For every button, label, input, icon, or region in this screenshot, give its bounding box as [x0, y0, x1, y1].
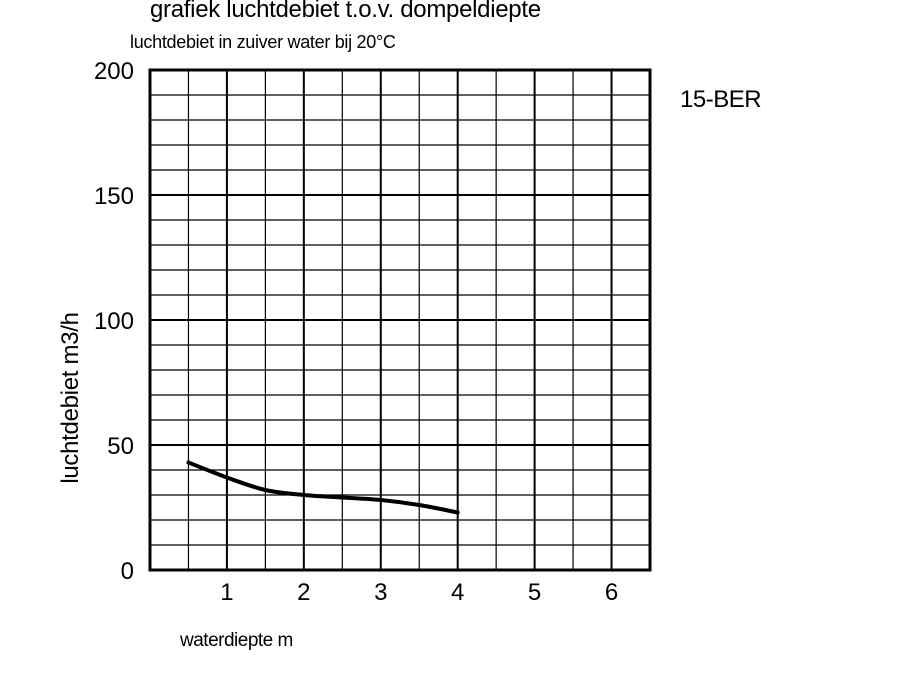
- x-tick-label: 6: [605, 579, 618, 606]
- x-axis-label: waterdiepte m: [180, 630, 293, 651]
- model-label: 15-BER: [680, 86, 762, 113]
- chart-subtitle: luchtdebiet in zuiver water bij 20°C: [130, 32, 396, 52]
- x-tick-label: 2: [297, 579, 310, 606]
- y-tick-label: 0: [121, 558, 134, 585]
- y-tick-label: 100: [94, 308, 134, 335]
- x-tick-label: 3: [374, 579, 387, 606]
- x-tick-labels: 1 2 3 4 5 6: [220, 579, 618, 606]
- y-tick-label: 200: [94, 58, 134, 85]
- chart-title: grafiek luchtdebiet t.o.v. dompeldiepte: [150, 0, 541, 23]
- x-tick-label: 4: [451, 579, 464, 606]
- x-tick-label: 1: [220, 579, 233, 606]
- y-tick-labels: 0 50 100 150 200: [94, 58, 134, 585]
- grid-major: [150, 70, 650, 570]
- series-line: [186, 460, 460, 515]
- plot-frame: [148, 68, 652, 572]
- x-tick-label: 5: [528, 579, 541, 606]
- y-tick-label: 150: [94, 183, 134, 210]
- y-tick-label: 50: [107, 433, 134, 460]
